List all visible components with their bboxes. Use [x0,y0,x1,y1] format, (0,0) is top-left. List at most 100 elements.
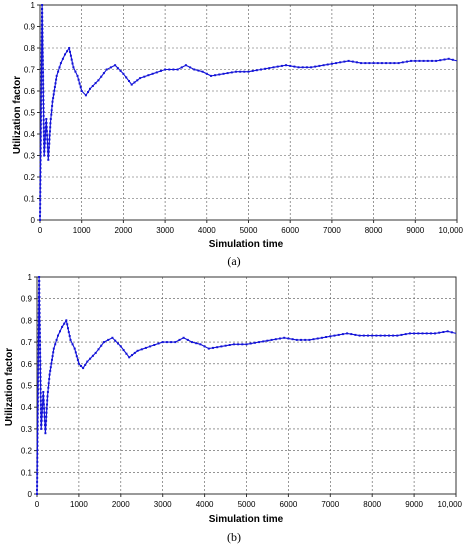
chart-b-data-point [37,344,40,347]
chart-b-data-point [157,342,160,345]
chart-a-data-point [40,111,42,114]
chart-a-data-point [347,59,350,62]
chart-b-ytick-label: 1 [28,273,33,282]
chart-a-xtick-label: 1000 [73,226,91,235]
chart-b-data-point [67,327,69,330]
chart-a-data-point [41,19,44,22]
chart-a-data-point [401,61,404,64]
chart-b-data-point [36,396,39,399]
chart-b-xtick-label: 3000 [154,500,172,509]
chart-a-data-point [193,68,196,71]
chart-b-data-point [274,338,277,341]
chart-a-data-point [39,207,42,210]
chart-a-data-point [40,63,43,66]
chart-a-data-point [414,59,417,62]
chart-a-data-point [389,62,392,65]
chart-b-data-point [74,351,77,354]
chart-a-data-point [49,122,52,125]
chart-a-data-point [125,76,128,79]
chart-b-data-point [195,342,198,345]
chart-a-data-point [151,72,154,75]
chart-b-data-point [39,340,41,342]
chart-a-data-point [97,79,100,82]
chart-b-data-point [170,341,173,344]
chart-b-data-point [48,378,51,380]
chart-b-data-point [38,276,41,278]
chart-b-data-point [316,337,319,340]
chart-b-data-point [103,341,105,344]
chart-b-data-point [39,355,42,358]
chart-b-data-point [38,296,41,298]
chart-b-data-point [47,382,50,385]
chart-b-data-point [442,331,445,333]
chart-a-data-point [59,62,62,65]
chart-a-data-point [61,57,64,60]
chart-b-data-point [283,336,286,339]
chart-b-data-point [36,485,39,487]
chart-b-data-point [40,423,43,426]
chart-a-data-point [44,130,47,133]
chart-a-data-point [41,8,44,10]
chart-a-data-point [451,58,454,61]
chart-b-data-point [39,367,42,370]
chart-a-data-point [172,68,175,71]
chart-b-data-point [375,334,378,337]
chart-b-data-point [182,336,185,339]
chart-b-ytick-label: 0.3 [21,425,33,434]
chart-a-data-point [46,138,49,141]
chart-b-data-point [114,339,117,342]
chart-a-data-point [42,83,45,86]
chart-b-data-point [450,331,453,334]
chart-b-data-point [36,464,39,467]
chart-b-data-point [199,343,202,346]
chart-b-ytick-label: 0.1 [21,468,33,477]
chart-a-data-point [39,167,42,170]
chart-b: Utilization factor Simulation time (b) 0… [4,273,463,544]
chart-a-data-point [280,64,283,67]
chart-b-data-point [253,341,256,344]
chart-a-xtick-label: 10,000 [439,226,464,235]
chart-a-data-point [41,11,44,14]
chart-b-data-point [59,330,61,333]
chart-b-data-point [304,338,307,341]
chart-b-data-point [36,428,39,431]
chart-b-data-point [36,412,39,415]
chart-b-data-point [161,341,164,344]
chart-b-data-point [37,324,40,327]
chart-b-data-point [38,288,41,290]
chart-a-data-point [326,63,329,66]
chart-b-data-point [46,403,48,406]
chart-a-data-point [76,74,79,77]
chart-b-data-point [71,343,74,346]
chart-a-data-point [41,43,44,46]
chart-a-data-point [41,4,44,6]
chart-b-data-point [37,348,40,351]
chart-b-data-point [329,335,332,338]
chart-b-data-point [174,341,177,344]
chart-a-data-point [189,66,192,69]
chart-b-data-point [37,364,40,367]
chart-a-data-point [39,215,41,217]
chart-a-data-point [176,68,179,71]
chart-a-data-point [40,55,43,58]
chart-b-data-point [371,334,374,337]
chart-b-data-point [36,416,39,419]
chart-b-data-point [107,338,110,341]
chart-a-data-point [40,95,43,98]
chart-b-data-point [45,407,48,410]
chart-b-data-point [37,388,39,391]
chart-a-data-point [54,82,57,85]
chart-b-ytick-label: 0.7 [21,338,33,347]
chart-a-data-point [155,71,158,74]
chart-b-data-point [388,334,390,337]
chart-b-data-point [52,347,55,350]
chart-b-data-point [39,348,42,350]
chart-b-data-point [270,338,273,341]
chart-b-data-point [36,400,39,403]
chart-a-data-point [102,72,105,75]
chart-b-data-point [42,399,45,402]
chart-b-data-point [73,347,76,350]
chart-a-data-point [297,66,300,69]
chart-a-xlabel: Simulation time [209,239,284,250]
chart-a-data-point [57,70,60,73]
